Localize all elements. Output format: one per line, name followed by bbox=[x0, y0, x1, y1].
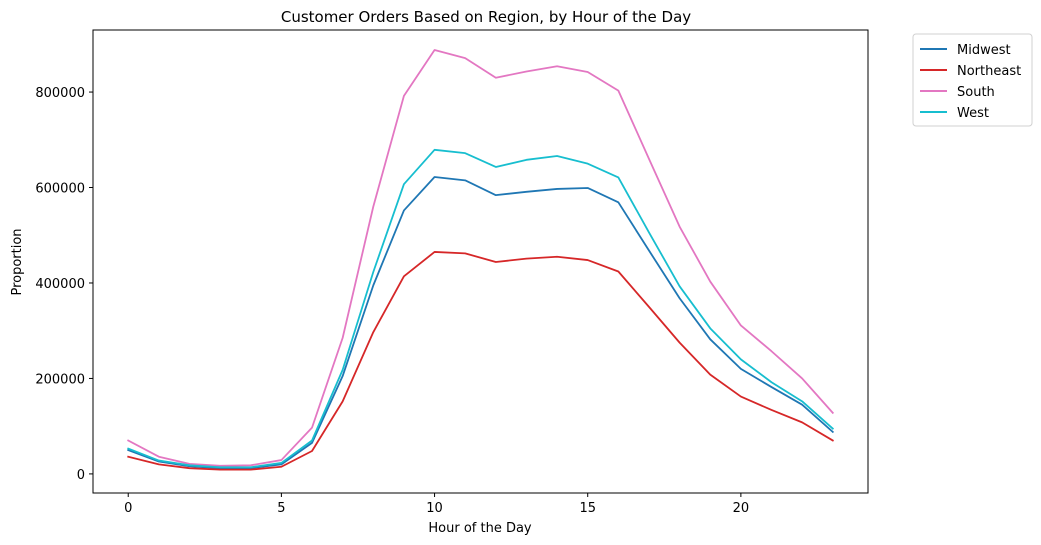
x-tick-label: 10 bbox=[426, 501, 443, 516]
legend-label-northeast: Northeast bbox=[957, 64, 1021, 79]
x-tick-label: 15 bbox=[579, 501, 596, 516]
y-tick-label: 800000 bbox=[35, 86, 85, 101]
legend-label-west: West bbox=[957, 106, 989, 121]
series-line-midwest bbox=[127, 176, 835, 470]
chart-title: Customer Orders Based on Region, by Hour… bbox=[281, 8, 691, 26]
series-line-west bbox=[127, 148, 835, 469]
plot-area bbox=[127, 49, 835, 471]
legend-label-midwest: Midwest bbox=[957, 43, 1011, 58]
x-axis-label: Hour of the Day bbox=[428, 521, 532, 536]
y-tick-label: 0 bbox=[77, 468, 85, 483]
x-axis: 0 5 10 15 20 bbox=[124, 493, 749, 516]
legend-label-south: South bbox=[957, 85, 995, 100]
legend-box bbox=[912, 33, 1033, 127]
x-tick-label: 0 bbox=[124, 501, 132, 516]
y-axis: 0 200000 400000 600000 800000 bbox=[35, 86, 93, 483]
x-tick-label: 20 bbox=[733, 501, 750, 516]
y-tick-label: 400000 bbox=[35, 277, 85, 292]
x-tick-label: 5 bbox=[277, 501, 285, 516]
series-line-northeast bbox=[127, 251, 835, 471]
y-tick-label: 200000 bbox=[35, 372, 85, 387]
legend: Midwest Northeast South West bbox=[912, 33, 1033, 127]
series-line-south bbox=[127, 49, 835, 467]
y-tick-label: 600000 bbox=[35, 182, 85, 197]
plot-frame bbox=[92, 29, 869, 494]
y-axis-label: Proportion bbox=[10, 228, 25, 295]
